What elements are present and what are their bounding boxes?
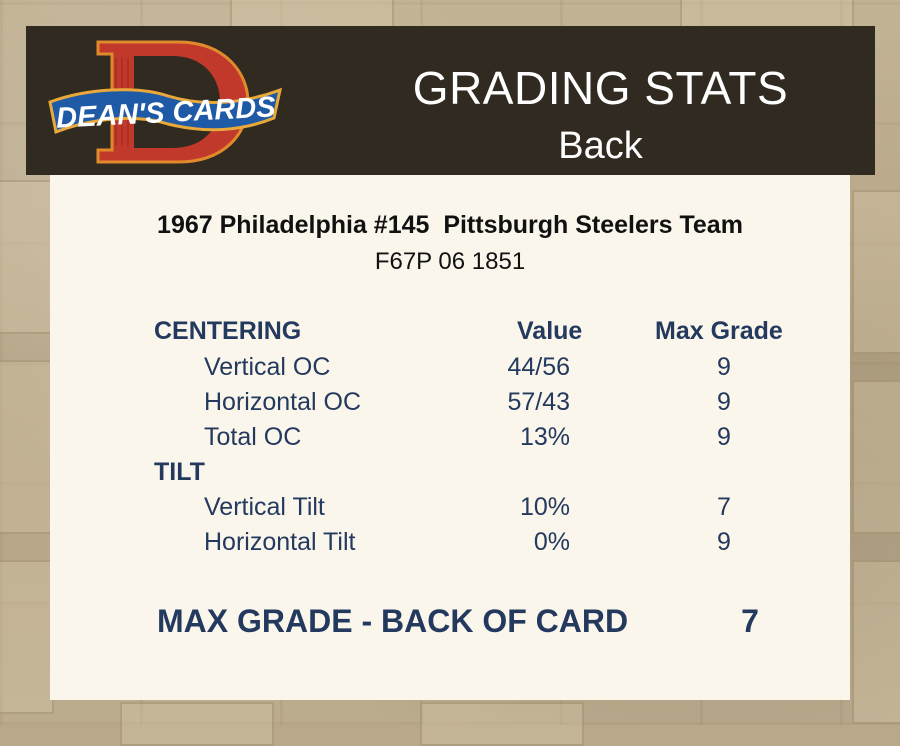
row-value: 10% — [519, 493, 570, 521]
row-max-grade: 9 — [717, 528, 731, 556]
background-card — [420, 702, 584, 746]
row-value: 0% — [533, 528, 570, 556]
section-heading-centering: CENTERING — [154, 317, 302, 345]
card-title: 1967 Philadelphia #145 Pittsburgh Steele… — [157, 211, 743, 239]
row-label: Vertical OC — [204, 353, 331, 381]
row-label: Vertical Tilt — [204, 493, 325, 521]
header-banner: DEAN'S CARDS GRADING STATS Back — [26, 26, 875, 175]
max-grade-value: 7 — [741, 603, 759, 639]
grading-stats-panel: 1967 Philadelphia #145 Pittsburgh Steele… — [50, 175, 850, 700]
background-card — [0, 360, 54, 534]
column-header-max-grade: Max Grade — [655, 317, 783, 345]
row-max-grade: 7 — [717, 493, 731, 521]
column-header-value: Value — [517, 317, 583, 345]
row-max-grade: 9 — [717, 423, 731, 451]
background-card — [0, 180, 54, 334]
row-value: 44/56 — [507, 353, 570, 381]
background-card — [852, 190, 900, 354]
row-max-grade: 9 — [717, 353, 731, 381]
background-card — [852, 560, 900, 724]
background-card — [852, 380, 900, 534]
row-label: Horizontal OC — [204, 388, 361, 416]
cert-number: F67P 06 1851 — [374, 248, 526, 275]
row-value: 57/43 — [507, 388, 570, 416]
page-subtitle: Back — [558, 125, 643, 167]
section-heading-tilt: TILT — [154, 458, 205, 486]
background-card — [120, 702, 274, 746]
background-card — [0, 560, 54, 714]
row-label: Horizontal Tilt — [204, 528, 356, 556]
row-value: 13% — [519, 423, 570, 451]
row-max-grade: 9 — [717, 388, 731, 416]
row-label: Total OC — [204, 423, 302, 451]
background-card — [230, 0, 394, 28]
max-grade-label: MAX GRADE - BACK OF CARD — [157, 603, 629, 639]
deans-cards-logo: DEAN'S CARDS — [48, 40, 283, 164]
page-title: GRADING STATS — [412, 62, 789, 114]
background-card — [680, 0, 854, 28]
